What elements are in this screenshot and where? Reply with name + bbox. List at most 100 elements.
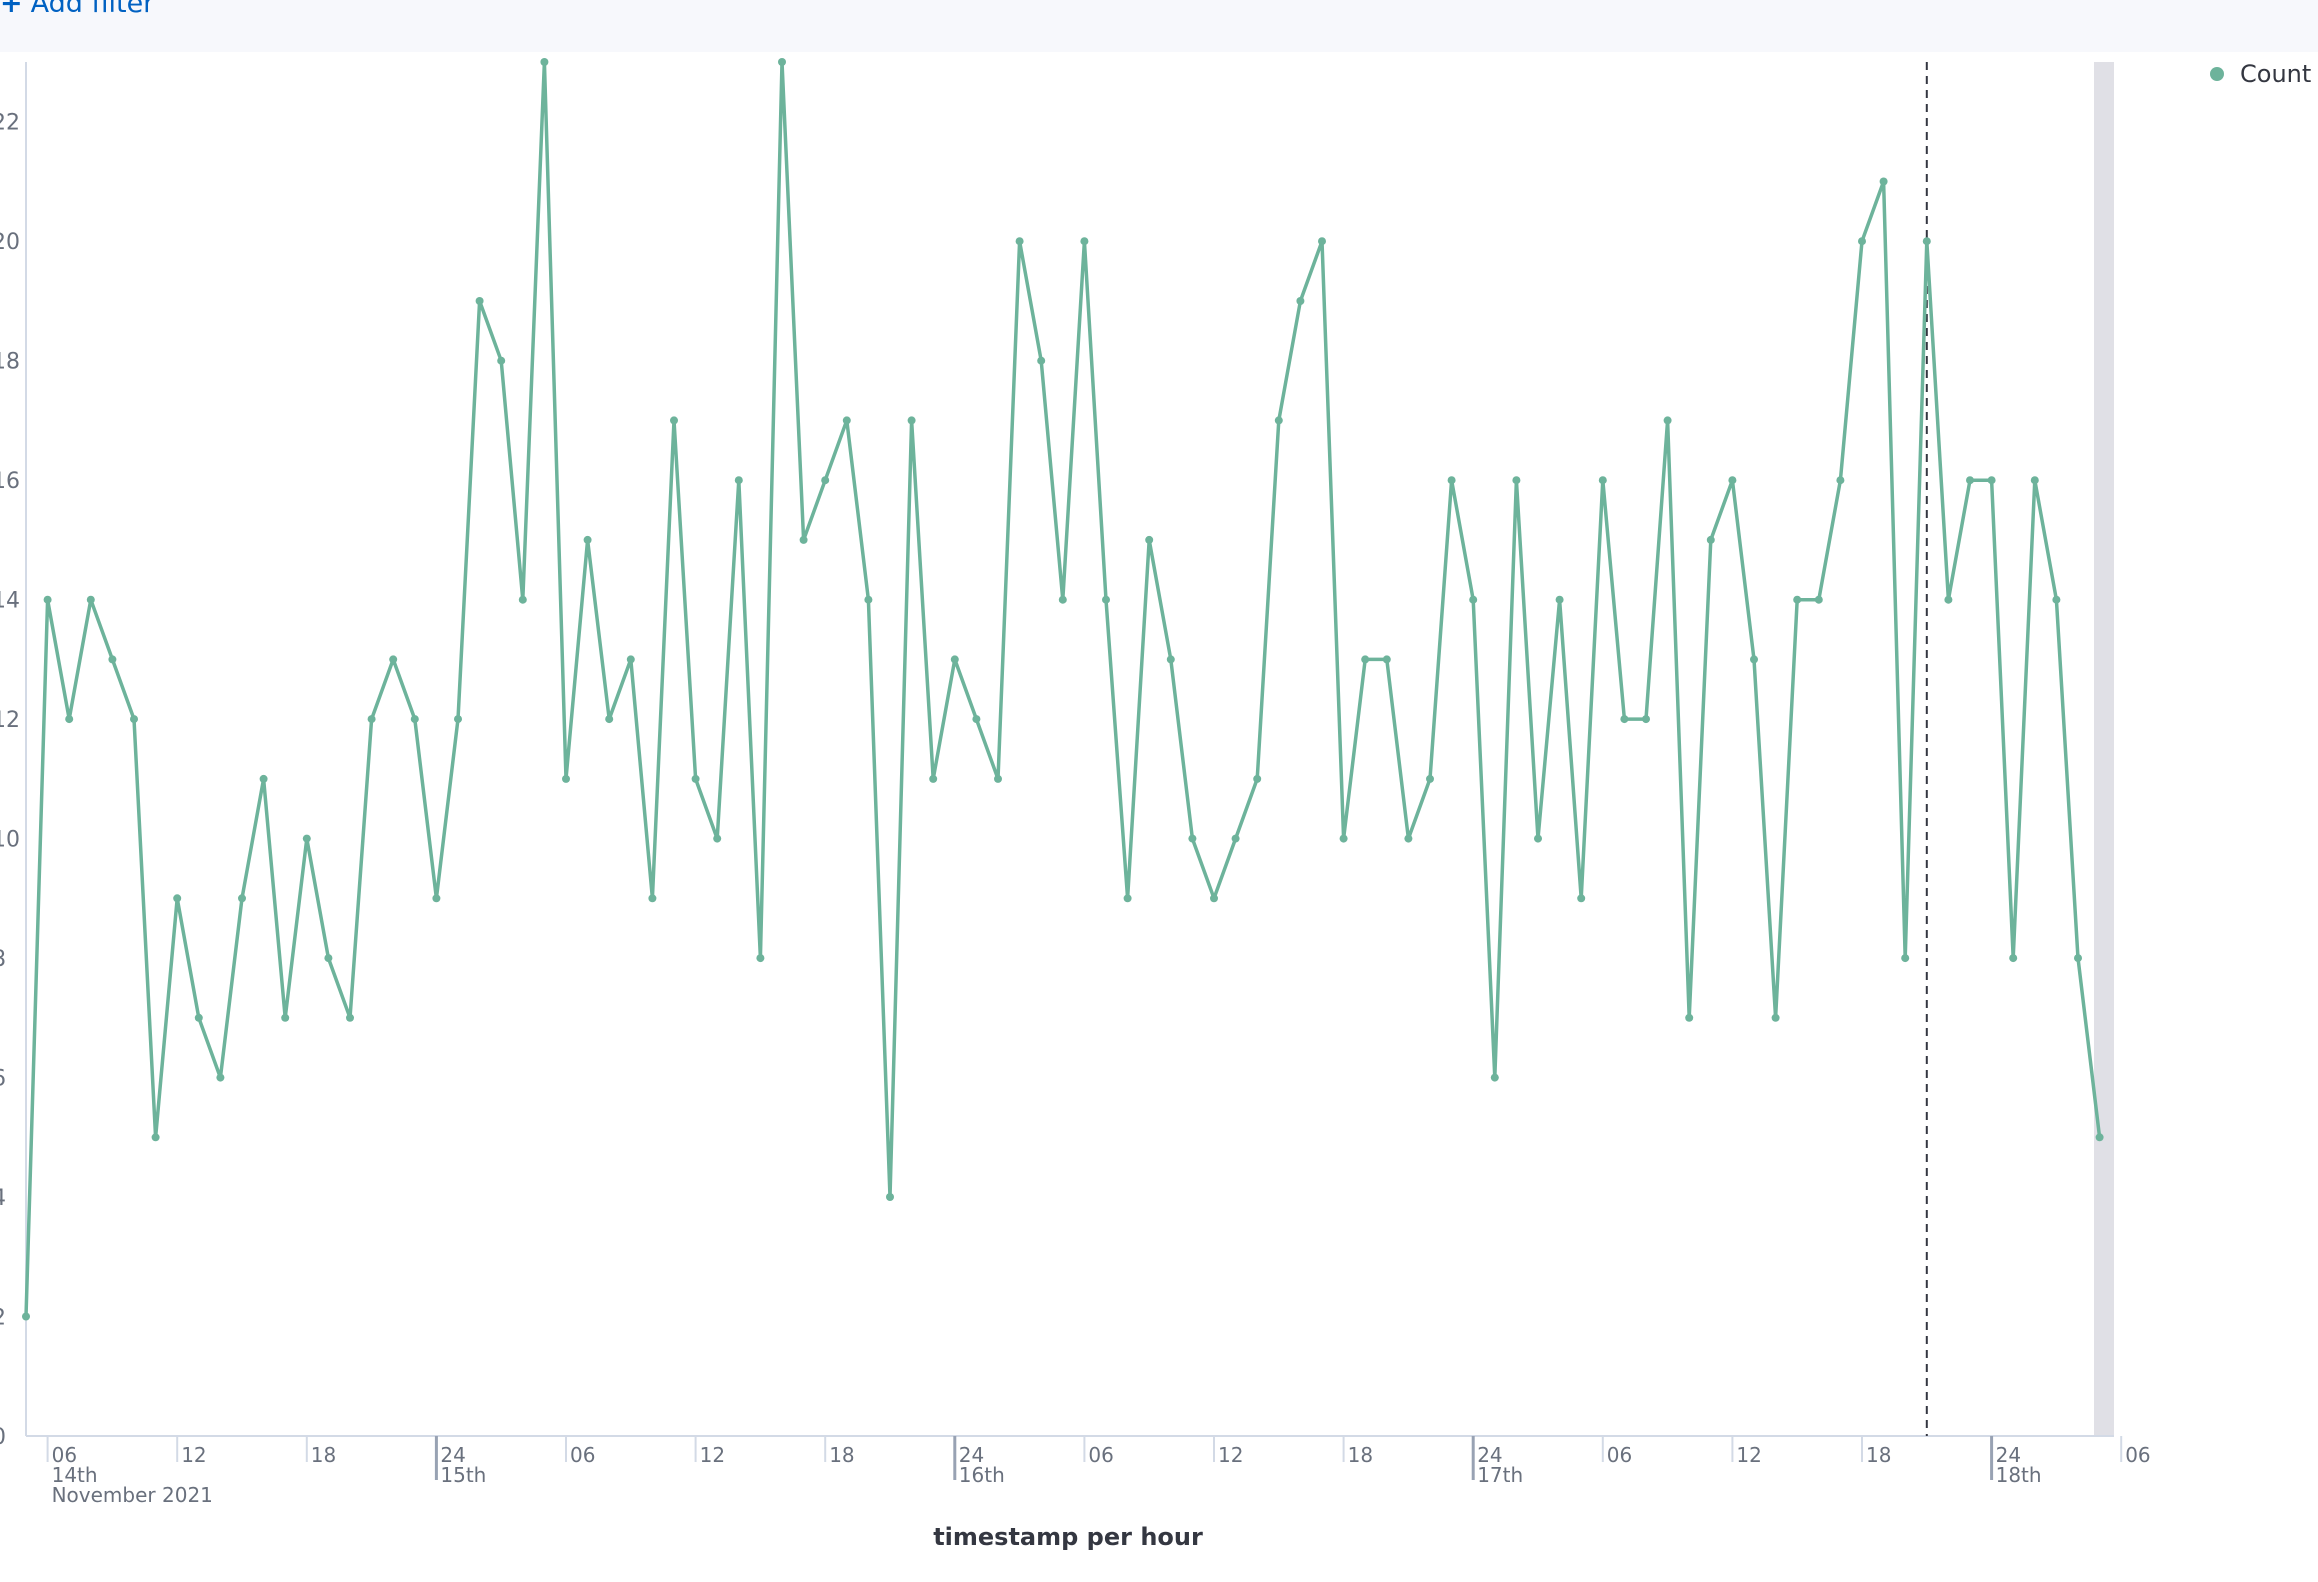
data-point[interactable] [994,774,1002,783]
data-point[interactable] [108,655,117,664]
data-point[interactable] [1966,476,1974,485]
data-point[interactable] [1858,237,1866,246]
data-point[interactable] [1987,476,1996,485]
data-point[interactable] [1123,894,1132,903]
data-point[interactable] [2009,954,2018,963]
data-point[interactable] [929,774,938,783]
data-point[interactable] [497,356,506,365]
data-point[interactable] [1469,595,1478,604]
data-point[interactable] [1555,595,1564,604]
data-point[interactable] [302,834,311,843]
data-point[interactable] [389,655,398,664]
data-point[interactable] [540,58,549,66]
data-point[interactable] [1901,954,1910,963]
data-point[interactable] [259,774,268,783]
data-point[interactable] [1080,237,1089,246]
data-point[interactable] [1814,595,1823,604]
data-point[interactable] [950,655,959,664]
data-point[interactable] [1382,655,1391,664]
data-point[interactable] [1102,595,1110,604]
data-point[interactable] [281,1013,290,1022]
data-point[interactable] [518,595,527,604]
data-point[interactable] [713,834,722,843]
data-point[interactable] [1598,476,1607,485]
data-point[interactable] [1922,237,1931,246]
data-point[interactable] [583,535,592,544]
data-point[interactable] [346,1013,354,1022]
data-point[interactable] [2095,1133,2104,1142]
data-point[interactable] [194,1013,203,1022]
data-point[interactable] [1706,535,1715,544]
data-point[interactable] [734,476,743,485]
data-point[interactable] [1166,655,1175,664]
data-point[interactable] [842,416,851,425]
data-point[interactable] [454,715,462,724]
data-point[interactable] [648,894,657,903]
data-point[interactable] [1058,595,1067,604]
data-point[interactable] [65,715,74,724]
data-point[interactable] [1793,595,1802,604]
data-point[interactable] [1188,834,1197,843]
data-point[interactable] [130,715,138,724]
data-point[interactable] [367,715,376,724]
data-point[interactable] [2074,954,2082,963]
data-point[interactable] [1210,894,1218,903]
data-point[interactable] [1663,416,1672,425]
data-point[interactable] [1145,535,1154,544]
data-point[interactable] [1771,1013,1780,1022]
legend-item-count[interactable]: Count [2210,60,2311,88]
data-point[interactable] [1534,834,1542,843]
data-point[interactable] [86,595,95,604]
data-point[interactable] [43,595,52,604]
data-point[interactable] [821,476,830,485]
data-point[interactable] [173,894,182,903]
data-point[interactable] [324,954,333,963]
data-point[interactable] [799,535,808,544]
data-point[interactable] [972,715,981,724]
data-point[interactable] [1253,774,1262,783]
data-point[interactable] [151,1133,160,1142]
data-point[interactable] [756,954,765,963]
data-point[interactable] [1512,476,1521,485]
data-point[interactable] [1231,834,1240,843]
data-point[interactable] [1318,237,1326,246]
data-point[interactable] [1339,834,1348,843]
data-point[interactable] [691,774,700,783]
data-point[interactable] [1879,177,1888,186]
data-point[interactable] [1296,297,1305,305]
data-point[interactable] [864,595,873,604]
data-point[interactable] [1642,715,1650,724]
data-point[interactable] [22,1312,30,1321]
data-point[interactable] [778,58,786,66]
data-point[interactable] [1015,237,1024,246]
data-point[interactable] [2052,595,2061,604]
data-point[interactable] [432,894,441,903]
data-point[interactable] [605,715,614,724]
data-point[interactable] [907,416,916,425]
data-point[interactable] [1944,595,1953,604]
data-point[interactable] [238,894,246,903]
data-point[interactable] [1037,356,1046,365]
data-point[interactable] [1490,1073,1499,1082]
data-point[interactable] [410,715,419,724]
data-point[interactable] [475,297,484,305]
data-point[interactable] [1447,476,1456,485]
data-point[interactable] [216,1073,225,1082]
data-point[interactable] [1620,715,1629,724]
data-point[interactable] [2030,476,2039,485]
data-point[interactable] [562,774,570,783]
data-point[interactable] [1836,476,1845,485]
data-point[interactable] [1750,655,1758,664]
data-point[interactable] [1361,655,1370,664]
data-point[interactable] [1426,774,1434,783]
data-point[interactable] [670,416,678,425]
data-point[interactable] [1685,1013,1694,1022]
scroll-bar[interactable] [2094,62,2114,1436]
data-point[interactable] [1728,476,1737,485]
data-point[interactable] [886,1193,894,1201]
data-point[interactable] [1577,894,1586,903]
add-filter-button[interactable]: + Add filter [0,0,154,17]
data-point[interactable] [626,655,635,664]
data-point[interactable] [1274,416,1283,425]
